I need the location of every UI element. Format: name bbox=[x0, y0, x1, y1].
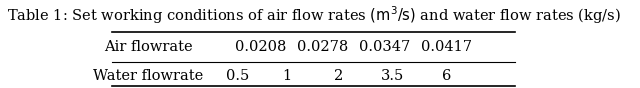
Text: Water flowrate: Water flowrate bbox=[93, 69, 203, 83]
Text: 0.0417: 0.0417 bbox=[421, 40, 472, 54]
Text: Air flowrate: Air flowrate bbox=[104, 40, 192, 54]
Text: 0.0347: 0.0347 bbox=[359, 40, 410, 54]
Text: 2: 2 bbox=[333, 69, 343, 83]
Text: 3.5: 3.5 bbox=[381, 69, 404, 83]
Text: 0.0278: 0.0278 bbox=[297, 40, 349, 54]
Text: 1: 1 bbox=[282, 69, 291, 83]
Text: Table 1: Set working conditions of air flow rates $(\mathrm{m}^3/\mathrm{s})$ an: Table 1: Set working conditions of air f… bbox=[6, 4, 620, 26]
Text: 0.5: 0.5 bbox=[227, 69, 250, 83]
Text: 0.0208: 0.0208 bbox=[236, 40, 287, 54]
Text: 6: 6 bbox=[442, 69, 451, 83]
